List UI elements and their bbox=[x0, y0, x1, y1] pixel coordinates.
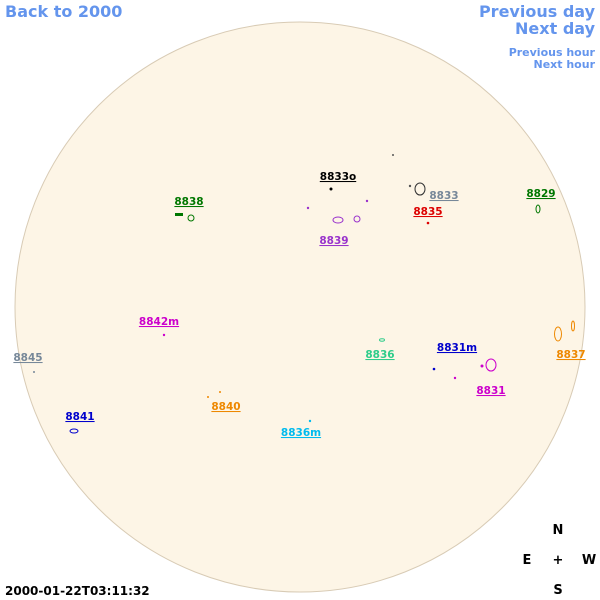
spot bbox=[392, 154, 394, 156]
region-label[interactable]: 8831 bbox=[476, 385, 505, 397]
spot bbox=[379, 338, 385, 342]
regions: 8833o 8833 8835 8829 8838 8839 8842m 884… bbox=[13, 171, 585, 439]
spot bbox=[308, 419, 312, 423]
back-link[interactable]: Back to 2000 bbox=[5, 2, 122, 21]
spot bbox=[329, 187, 333, 191]
spot bbox=[187, 214, 195, 222]
spot bbox=[571, 320, 575, 332]
region-label[interactable]: 8837 bbox=[556, 349, 585, 361]
region-label[interactable]: 8840 bbox=[211, 401, 240, 413]
spot bbox=[535, 204, 541, 214]
compass-east: E bbox=[523, 553, 532, 568]
previous-day-link[interactable]: Previous day bbox=[479, 2, 596, 21]
spot bbox=[408, 184, 412, 188]
spot bbox=[175, 213, 183, 216]
spot bbox=[414, 182, 426, 196]
region-label[interactable]: 8833o bbox=[320, 171, 356, 183]
previous-hour-link[interactable]: Previous hour bbox=[509, 46, 596, 59]
compass-west: W bbox=[582, 553, 596, 568]
spot bbox=[306, 206, 310, 210]
region-label[interactable]: 8845 bbox=[13, 352, 42, 364]
region-label[interactable]: 8836m bbox=[281, 427, 321, 439]
spot bbox=[353, 215, 361, 223]
region-label[interactable]: 8835 bbox=[413, 206, 442, 218]
region-label[interactable]: 8831m bbox=[437, 342, 477, 354]
spot bbox=[480, 364, 484, 368]
spot bbox=[426, 221, 430, 225]
spot bbox=[33, 371, 35, 373]
spot bbox=[365, 199, 369, 203]
spot bbox=[432, 367, 436, 371]
region-label[interactable]: 8838 bbox=[174, 196, 203, 208]
next-day-link[interactable]: Next day bbox=[515, 19, 596, 38]
spot bbox=[453, 376, 457, 380]
region-label[interactable]: 8833 bbox=[429, 190, 458, 202]
spot bbox=[219, 391, 221, 393]
spot bbox=[162, 333, 166, 337]
spot bbox=[69, 428, 79, 434]
spot bbox=[554, 326, 562, 342]
sunspots bbox=[33, 154, 575, 434]
region-label[interactable]: 8839 bbox=[319, 235, 348, 247]
next-hour-link[interactable]: Next hour bbox=[534, 58, 596, 71]
compass-center: + bbox=[553, 553, 564, 568]
region-label[interactable]: 8829 bbox=[526, 188, 555, 200]
solar-disk bbox=[14, 21, 586, 593]
spot bbox=[207, 396, 209, 398]
region-label[interactable]: 8841 bbox=[65, 411, 94, 423]
spot bbox=[485, 358, 497, 372]
region-label[interactable]: 8842m bbox=[139, 316, 179, 328]
compass-north: N bbox=[553, 523, 564, 538]
compass-south: S bbox=[553, 583, 562, 598]
timestamp: 2000-01-22T03:11:32 bbox=[5, 584, 150, 598]
spot bbox=[332, 216, 344, 224]
region-label[interactable]: 8836 bbox=[365, 349, 394, 361]
